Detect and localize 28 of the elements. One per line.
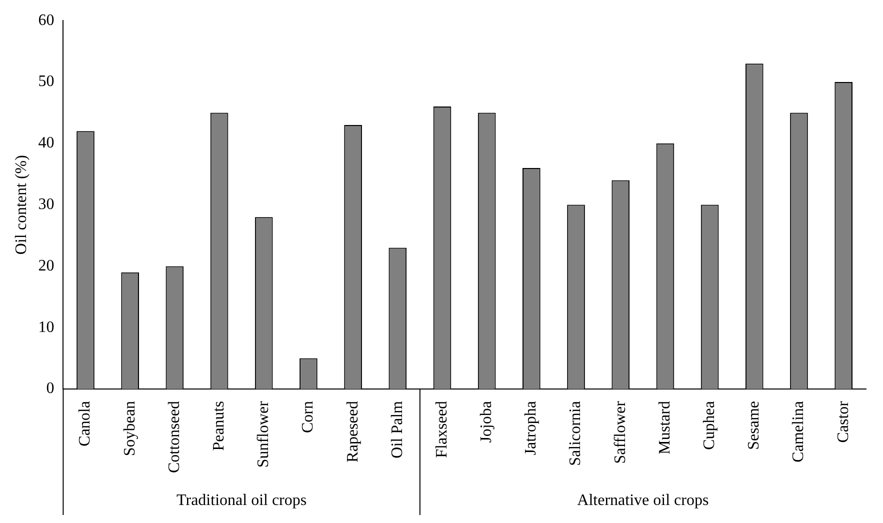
x-tick-label: Cuphea [701, 401, 718, 450]
x-tick-label: Mustard [656, 401, 674, 454]
y-tick-label: 30 [38, 196, 54, 214]
x-tick-label: Jatropha [522, 401, 540, 456]
x-tick-label: Oil Palm [388, 400, 406, 458]
x-tick-label: Camelina [790, 401, 808, 462]
x-tick-label: Flaxseed [433, 401, 450, 458]
y-tick-label: 40 [38, 134, 54, 152]
y-tick-label: 20 [38, 257, 54, 274]
x-tick-label: Sesame [746, 401, 763, 450]
x-tick-label: Sunflower [255, 400, 272, 468]
y-tick-label: 60 [38, 12, 54, 29]
x-tick-label: Peanuts [210, 401, 228, 451]
x-tick-label: Cottonseed [166, 401, 183, 474]
x-tick-label: Castor [834, 400, 852, 443]
x-tick-label: Safflower [612, 400, 629, 464]
x-tick-label: Rapeseed [344, 401, 362, 462]
y-tick-label: 50 [38, 73, 54, 90]
y-axis-title: Oil content (%) [12, 155, 30, 255]
x-tick-label: Jojoba [478, 401, 496, 443]
x-tick-label: Salicornia [567, 401, 584, 466]
x-tick-label: Soybean [121, 401, 138, 456]
y-tick-label: 10 [38, 318, 54, 336]
text: Alternative oil crops [577, 492, 709, 510]
text: Traditional oil crops [176, 492, 307, 510]
y-tick-label: 0 [46, 380, 54, 398]
x-tick-label: Corn [300, 401, 317, 434]
x-tick-label: Canola [76, 401, 94, 446]
